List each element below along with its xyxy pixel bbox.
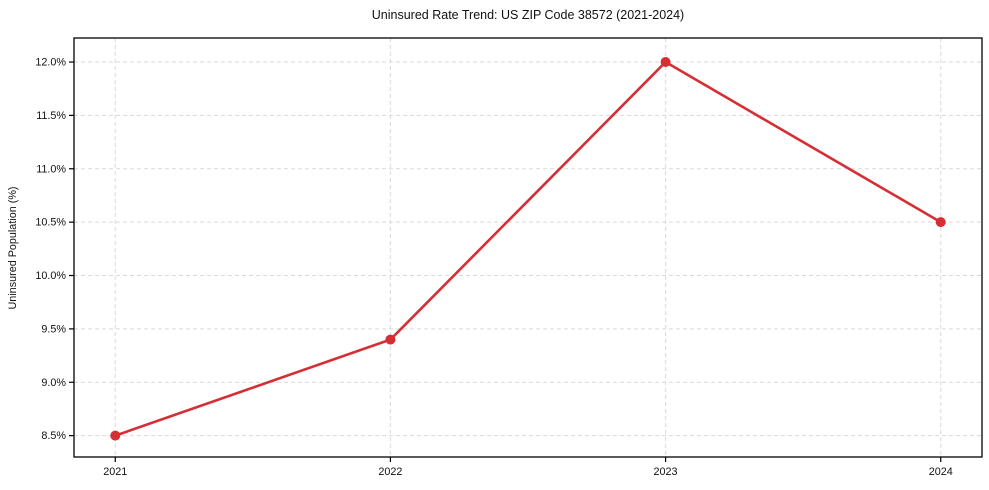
data-point: [385, 334, 396, 345]
data-point: [110, 430, 121, 441]
y-tick-label: 10.5%: [35, 217, 66, 229]
data-point: [660, 57, 671, 68]
y-tick-label: 12.0%: [35, 57, 66, 69]
y-tick-label: 10.0%: [35, 270, 66, 282]
y-tick-label: 11.5%: [36, 110, 66, 122]
x-tick-label: 2024: [929, 466, 953, 478]
x-tick-label: 2021: [103, 466, 127, 478]
plot-frame: [73, 37, 983, 458]
data-point: [935, 217, 946, 228]
chart-title: Uninsured Rate Trend: US ZIP Code 38572 …: [371, 8, 685, 22]
y-tick-label: 11.0%: [36, 163, 66, 175]
y-tick-label: 8.5%: [41, 430, 66, 442]
y-tick-label: 9.0%: [41, 377, 66, 389]
trend-line: [113, 60, 943, 437]
x-tick-label: 2022: [378, 466, 402, 478]
y-tick-label: 9.5%: [41, 323, 66, 335]
x-tick-label: 2023: [654, 466, 678, 478]
